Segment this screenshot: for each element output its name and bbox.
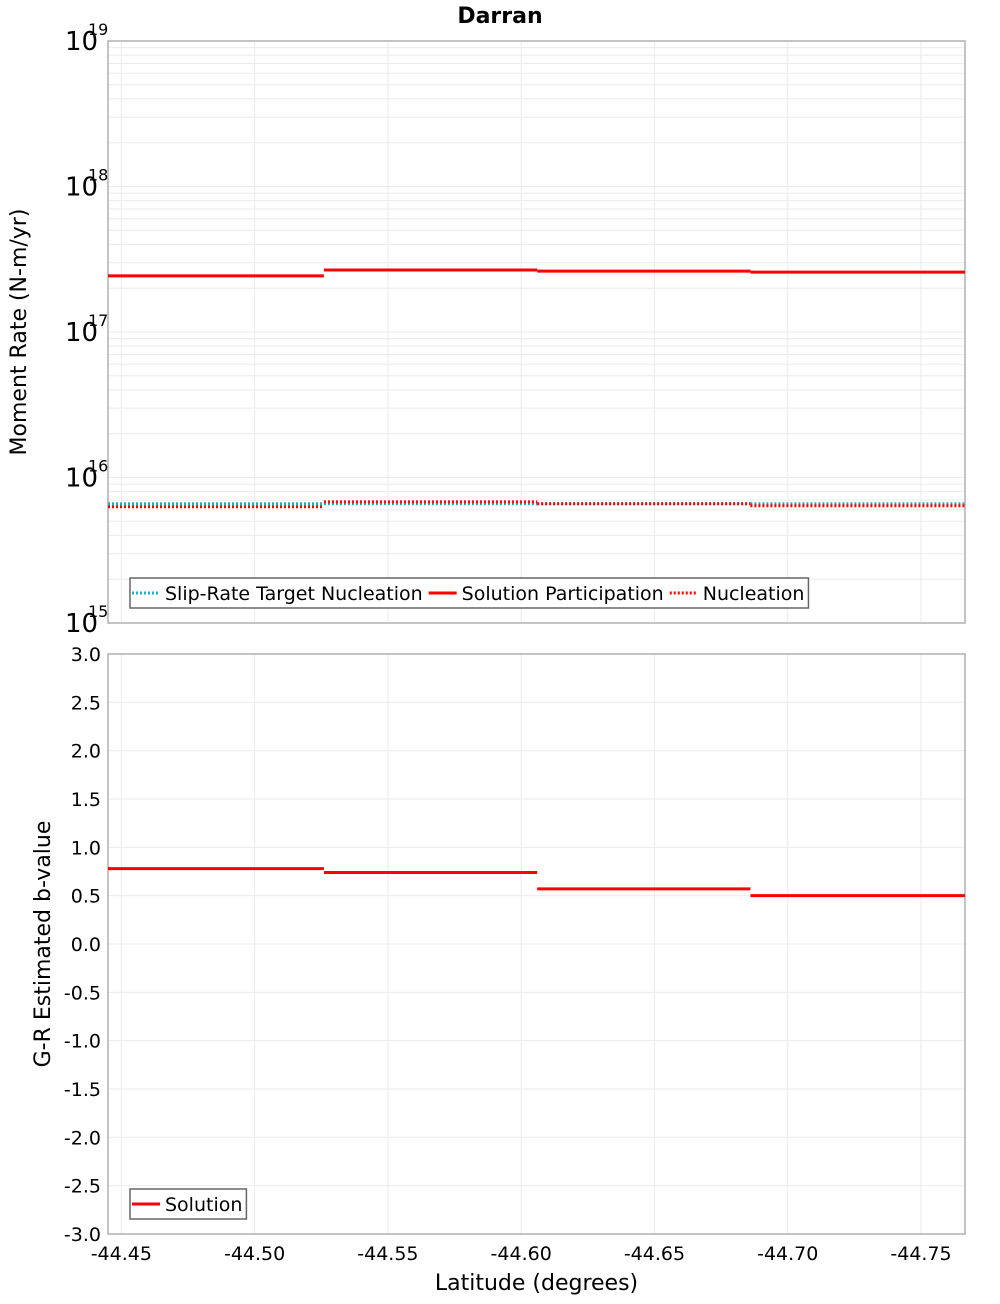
legend-item: Solution Participation <box>428 583 664 605</box>
plot-frame <box>107 653 966 1235</box>
y-tick-base: 10 <box>65 173 98 203</box>
series-lines <box>108 867 965 898</box>
x-tick-label: -44.70 <box>757 1243 818 1265</box>
y-tick-base: 10 <box>65 27 98 57</box>
grid-lines <box>108 41 965 624</box>
y-tick-label: 0.0 <box>71 934 101 956</box>
y-tick-label: 3.0 <box>71 644 101 666</box>
y-tick-base: 10 <box>65 318 98 348</box>
y-tick-label: -0.5 <box>64 982 101 1004</box>
x-tick-label: -44.55 <box>357 1243 418 1265</box>
x-tick-label: -44.50 <box>224 1243 285 1265</box>
y-tick-exponent: 16 <box>88 457 108 476</box>
legend-label: Slip-Rate Target Nucleation <box>165 583 423 605</box>
series-nucleation <box>108 500 965 509</box>
legend: Solution <box>129 1188 248 1220</box>
y-axis-label: Moment Rate (N-m/yr) <box>7 209 32 456</box>
series-solution <box>108 867 965 898</box>
legend-item: Slip-Rate Target Nucleation <box>132 583 423 605</box>
x-tick-labels: -44.45 -44.50 -44.55 -44.60 -44.65 -44.70 -44.… <box>91 1243 952 1265</box>
y-tick-label: 1.0 <box>71 837 101 859</box>
y-tick-base: 10 <box>65 464 98 494</box>
legend-label: Solution Participation <box>462 583 664 605</box>
x-tick-label: -44.60 <box>491 1243 552 1265</box>
y-tick-label: 0.5 <box>71 886 101 908</box>
y-tick-label: -2.0 <box>64 1127 101 1149</box>
y-tick-exponent: 15 <box>88 602 108 621</box>
y-tick-exponent: 17 <box>88 311 108 330</box>
y-tick-label: -3.0 <box>64 1224 101 1246</box>
plot-frame <box>107 40 966 624</box>
y-tick-label: 1.5 <box>71 789 101 811</box>
series-solution-participation <box>108 268 965 278</box>
legend: Slip-Rate Target Nucleation Solution Part… <box>129 577 810 609</box>
x-tick-label: -44.75 <box>890 1243 951 1265</box>
legend-item: Solution <box>132 1194 242 1216</box>
series-lines <box>108 268 965 509</box>
legend-item: Nucleation <box>669 583 805 605</box>
y-tick-exponent: 19 <box>88 20 108 39</box>
x-tick-label: -44.65 <box>624 1243 685 1265</box>
legend-label: Nucleation <box>703 583 805 605</box>
y-tick-label: -2.5 <box>64 1176 101 1198</box>
x-axis-label: Latitude (degrees) <box>435 1271 638 1296</box>
y-tick-label: -1.0 <box>64 1031 101 1053</box>
y-tick-base: 10 <box>65 609 98 639</box>
y-tick-label: 2.5 <box>71 692 101 714</box>
y-tick-label: -1.5 <box>64 1079 101 1101</box>
y-tick-label: 2.0 <box>71 741 101 763</box>
legend-label: Solution <box>165 1194 242 1216</box>
y-tick-labels: 3.0 2.5 2.0 1.5 1.0 0.5 0.0 -0.5 -1.0 -1.5 -2.0 -2.… <box>64 644 101 1246</box>
y-tick-exponent: 18 <box>88 166 108 185</box>
x-tick-label: -44.45 <box>91 1243 152 1265</box>
y-axis-label: G-R Estimated b-value <box>31 821 56 1068</box>
grid-lines <box>108 653 965 1235</box>
b-value-panel: 3.0 2.5 2.0 1.5 1.0 0.5 0.0 -0.5 -1.0 -1.5 -2.0 -2.… <box>31 644 966 1296</box>
chart-title: Darran <box>457 4 542 29</box>
